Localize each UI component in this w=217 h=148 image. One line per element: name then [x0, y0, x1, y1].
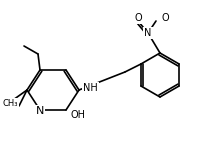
- Text: OH: OH: [70, 110, 85, 120]
- Text: NH: NH: [83, 83, 98, 93]
- Text: N: N: [144, 28, 152, 38]
- Text: N: N: [36, 106, 44, 116]
- Text: O: O: [134, 13, 142, 23]
- Text: O: O: [161, 13, 169, 23]
- Text: CH₃: CH₃: [2, 99, 18, 107]
